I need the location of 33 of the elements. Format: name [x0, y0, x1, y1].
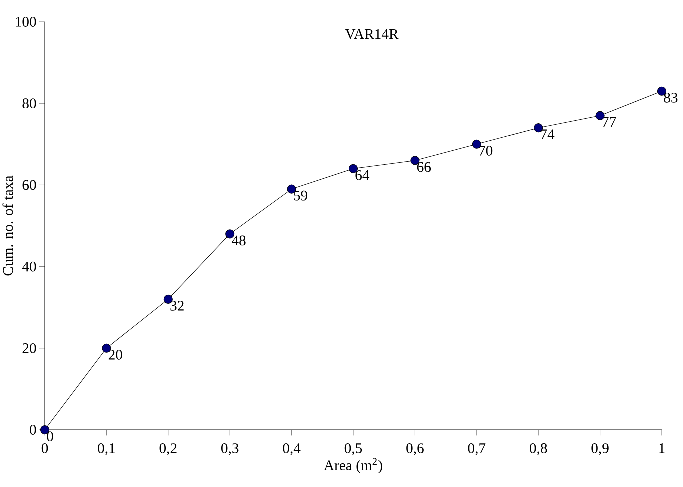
x-axis-title: Area (m$^{2}$) [324, 458, 382, 474]
data-label: 77 [602, 117, 616, 128]
data-label: 20 [108, 350, 122, 360]
data-label: 32 [170, 301, 184, 311]
data-label: 66 [417, 162, 432, 172]
y-tick-label: 80 [22, 98, 36, 109]
x-tick-label: 0,4 [283, 444, 301, 456]
data-label: 83 [664, 92, 678, 103]
x-tick-label: 0,5 [344, 444, 362, 456]
point [596, 111, 605, 120]
x-tick-label: 1 [660, 444, 665, 454]
data-label: 48 [232, 236, 246, 246]
chart-title: VAR14R [345, 29, 399, 40]
y-tick-label: 0 [30, 425, 36, 435]
x-tick-label: 0 [42, 444, 48, 454]
y-tick-label: 60 [22, 180, 36, 190]
x-tick-label: 0,8 [530, 444, 548, 456]
x-tick-label: 0,1 [98, 444, 115, 456]
y-axis-title: Cum. no. of taxa [2, 176, 14, 276]
y-tick-label: 40 [22, 262, 36, 272]
x-tick-label: 0,6 [406, 444, 424, 456]
x-tick-label: 0,2 [160, 444, 177, 456]
data-label: 59 [294, 190, 308, 201]
x-tick-label: 0,3 [222, 444, 239, 456]
data-label: 0 [47, 432, 54, 442]
data-label: 74 [541, 130, 555, 140]
y-tick-label: 100 [16, 17, 36, 27]
y-tick-label: 20 [22, 343, 36, 354]
x-tick-label: 0,9 [592, 444, 609, 456]
point [472, 140, 482, 149]
data-label: 70 [479, 146, 493, 156]
data-label: 64 [356, 170, 370, 180]
x-tick-label: 0,7 [468, 444, 486, 456]
